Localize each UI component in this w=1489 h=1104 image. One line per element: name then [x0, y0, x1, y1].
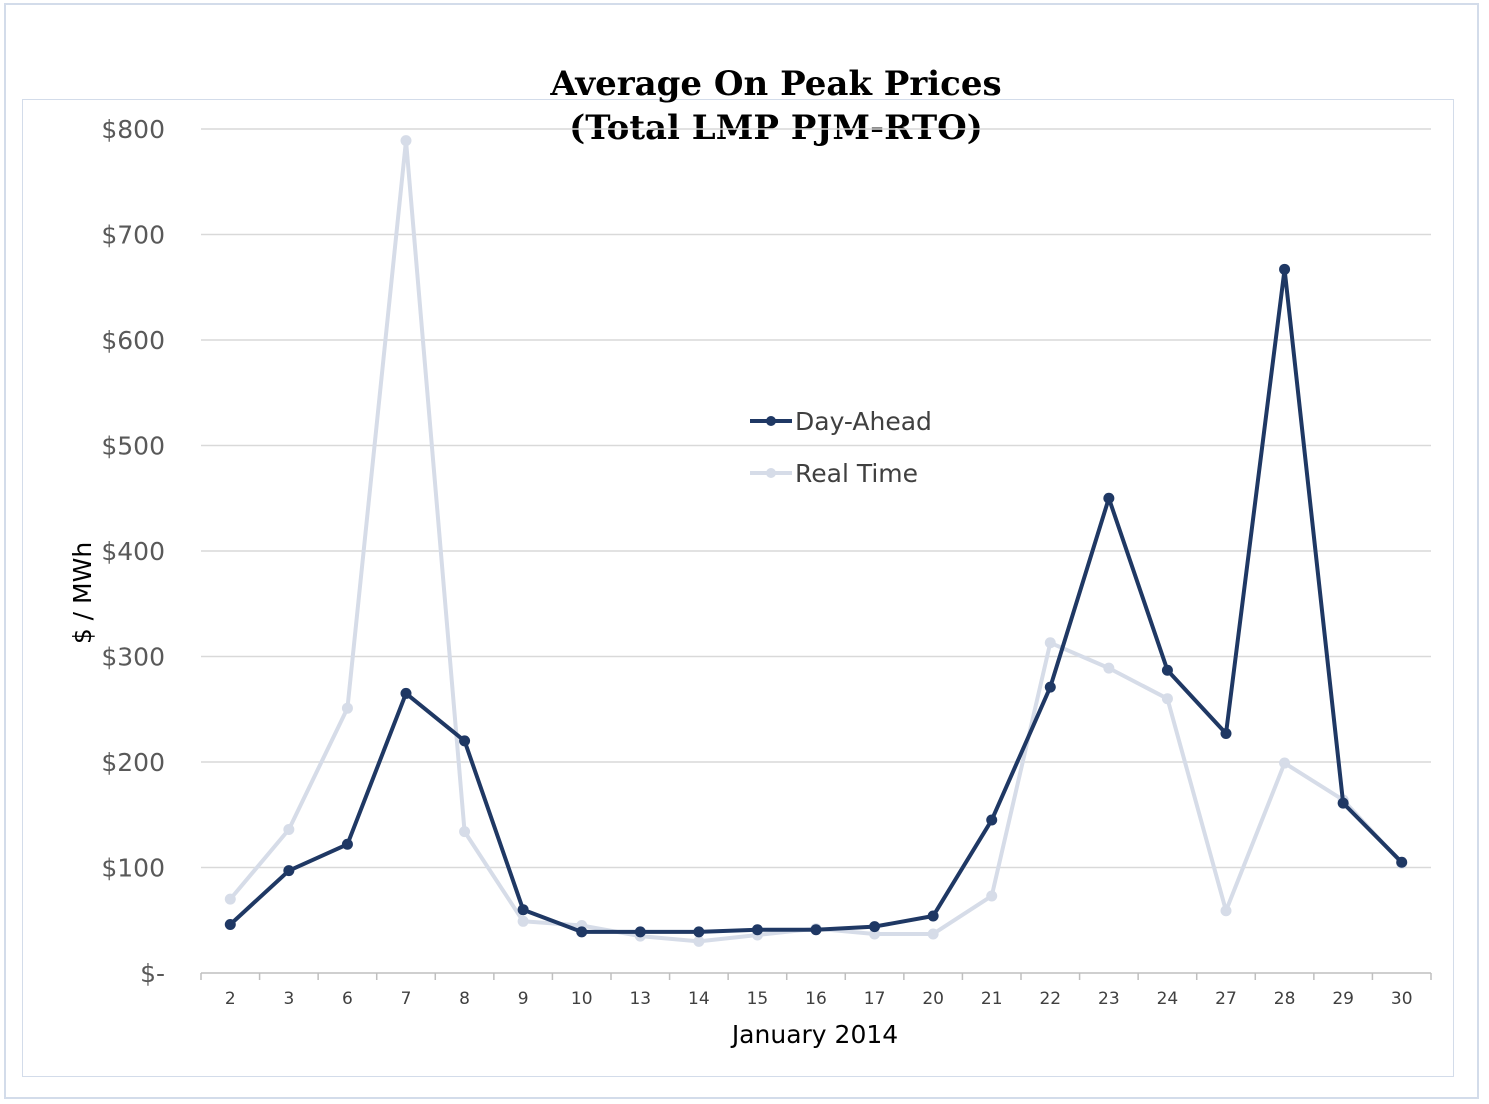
data-point-day-ahead	[869, 921, 881, 933]
chart-outer-frame	[4, 3, 1479, 1099]
x-tick-label: 10	[571, 989, 593, 1009]
y-tick-label: $700	[101, 221, 165, 250]
x-tick-label: 15	[747, 989, 769, 1009]
series-line-day-ahead	[228, 267, 1404, 934]
data-point-real-time	[1220, 905, 1232, 917]
legend-label-real-time: Real Time	[795, 459, 918, 488]
data-point-day-ahead	[986, 814, 998, 826]
data-point-real-time	[693, 935, 705, 947]
data-point-day-ahead	[224, 918, 236, 930]
data-point-day-ahead	[400, 687, 412, 699]
data-point-real-time	[1103, 662, 1115, 674]
data-point-day-ahead	[1396, 856, 1408, 868]
series-line-real-time	[228, 138, 1404, 944]
y-axis-label: $ / MWh	[68, 542, 97, 644]
x-tick-label: 6	[342, 989, 353, 1009]
data-point-day-ahead	[810, 924, 822, 936]
data-point-real-time	[224, 893, 236, 905]
data-point-real-time	[459, 826, 471, 838]
x-tick-label: 20	[922, 989, 944, 1009]
data-point-real-time	[517, 915, 529, 927]
legend: Day-Ahead Real Time	[750, 407, 932, 488]
x-tick-label: 2	[225, 989, 236, 1009]
x-tick-label: 29	[1332, 989, 1354, 1009]
data-point-day-ahead	[1337, 797, 1349, 809]
legend-marker-dot-day-ahead	[766, 416, 776, 426]
x-tick-label: 9	[518, 989, 529, 1009]
data-point-day-ahead	[751, 924, 763, 936]
x-tick-label: 17	[864, 989, 886, 1009]
data-point-real-time	[1044, 637, 1056, 649]
chart-title-line1: Average On Peak Prices	[549, 64, 1001, 104]
x-tick-label: 28	[1274, 989, 1296, 1009]
data-point-day-ahead	[634, 926, 646, 938]
data-point-real-time	[927, 928, 939, 940]
data-point-day-ahead	[927, 910, 939, 922]
data-point-day-ahead	[1161, 664, 1173, 676]
data-point-day-ahead	[693, 926, 705, 938]
data-point-real-time	[1279, 757, 1291, 769]
data-point-day-ahead	[1103, 492, 1115, 504]
y-axis-ticks: $- $100 $200 $300 $400 $500 $600 $700 $800	[101, 115, 165, 988]
y-tick-label: $600	[101, 326, 165, 355]
y-tick-label: $300	[101, 643, 165, 672]
x-tick-label: 21	[981, 989, 1003, 1009]
x-tick-label: 14	[688, 989, 710, 1009]
data-point-real-time	[1161, 693, 1173, 705]
data-point-real-time	[986, 890, 998, 902]
x-axis: 2 3 6 7 8 9 10 13 14 15 16 17 20 21 22 23 24 27 28 29 30	[200, 972, 1432, 1009]
data-point-day-ahead	[283, 865, 295, 877]
y-tick-label: $400	[101, 537, 165, 566]
data-point-day-ahead	[517, 904, 529, 916]
gridlines	[201, 128, 1431, 869]
x-tick-label: 7	[401, 989, 412, 1009]
plot-area-border	[22, 99, 1454, 1077]
series-group	[224, 135, 1408, 947]
data-point-day-ahead	[1044, 681, 1056, 693]
data-point-real-time	[341, 702, 353, 714]
chart-title-line2: (Total LMP PJM-RTO)	[569, 108, 983, 148]
x-tick-label: 23	[1098, 989, 1120, 1009]
y-tick-label: $200	[101, 748, 165, 777]
legend-label-day-ahead: Day-Ahead	[795, 407, 932, 436]
x-axis-label: January 2014	[730, 1020, 898, 1049]
x-tick-label: 8	[459, 989, 470, 1009]
data-point-real-time	[400, 135, 412, 147]
x-tick-label: 16	[805, 989, 827, 1009]
y-tick-label: $100	[101, 854, 165, 883]
data-point-day-ahead	[1220, 728, 1232, 740]
data-point-day-ahead	[1279, 263, 1291, 275]
data-point-day-ahead	[576, 926, 588, 938]
x-tick-label: 27	[1215, 989, 1237, 1009]
x-tick-label: 22	[1039, 989, 1061, 1009]
x-tick-label: 3	[283, 989, 294, 1009]
data-point-day-ahead	[341, 838, 353, 850]
legend-marker-dot-real-time	[766, 468, 776, 478]
y-tick-label: $-	[140, 959, 165, 988]
y-tick-label: $500	[101, 432, 165, 461]
data-point-real-time	[283, 824, 295, 836]
x-tick-label: 13	[629, 989, 651, 1009]
x-tick-label: 30	[1391, 989, 1413, 1009]
y-tick-label: $800	[101, 115, 165, 144]
x-tick-label: 24	[1157, 989, 1179, 1009]
data-point-day-ahead	[459, 735, 471, 747]
